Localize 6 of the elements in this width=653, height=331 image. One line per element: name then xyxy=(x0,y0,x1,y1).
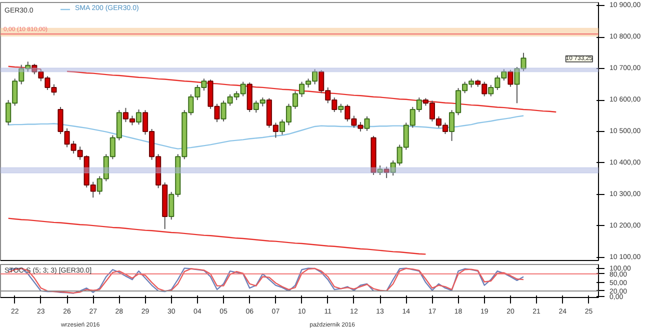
candlestick xyxy=(384,166,390,179)
candlestick xyxy=(377,164,383,176)
candlestick xyxy=(508,69,514,88)
candlestick xyxy=(136,108,142,126)
line-series xyxy=(8,218,426,255)
candlestick xyxy=(364,116,370,132)
